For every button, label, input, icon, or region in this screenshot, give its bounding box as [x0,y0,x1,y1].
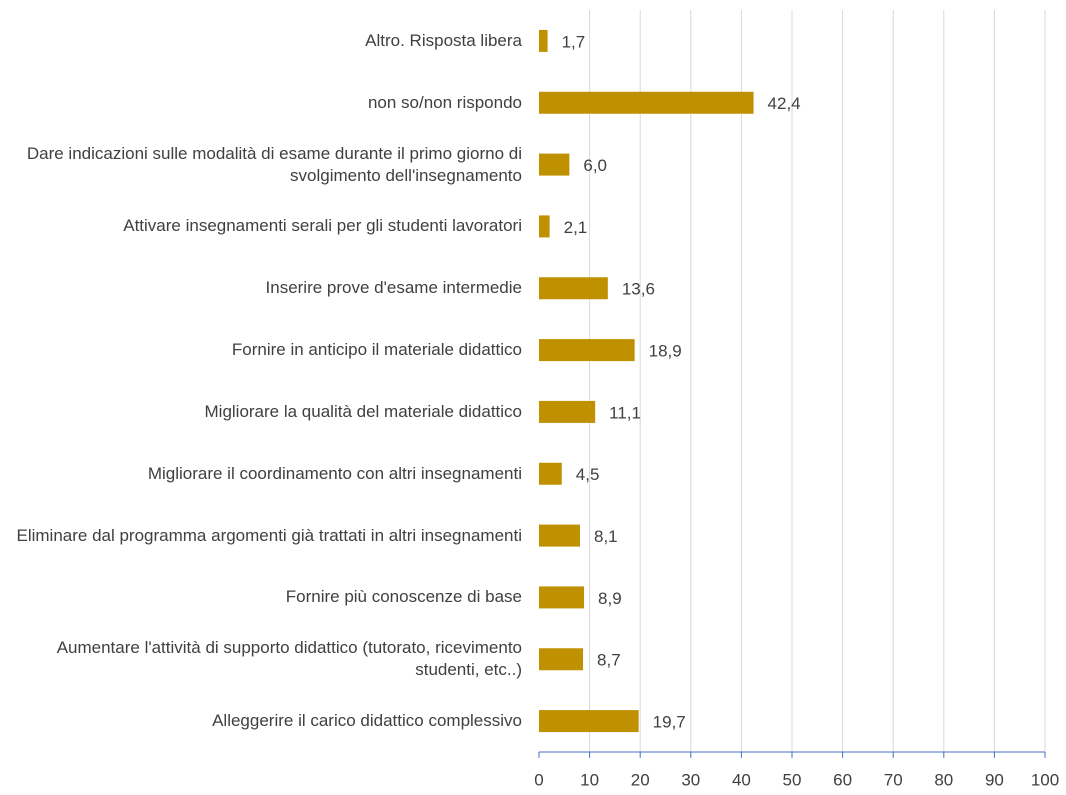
bar [539,710,639,733]
category-label: Alleggerire il carico didattico compless… [212,711,522,731]
category-label: Dare indicazioni sulle modalità di esame… [26,143,522,185]
category-label: Fornire in anticipo il materiale didatti… [231,340,522,360]
x-tick-label: 50 [783,770,802,789]
bar [539,648,584,671]
category-label: Migliorare la qualità del materiale dida… [204,401,523,421]
bar [539,91,754,114]
x-tick-label: 70 [884,770,903,789]
category-label: Attivare insegnamenti serali per gli stu… [123,216,522,236]
category-label: Inserire prove d'esame intermedie [265,278,522,298]
x-tick-label: 60 [833,770,852,789]
value-label: 8,7 [597,651,621,670]
bar [539,400,596,423]
value-label: 8,9 [598,589,622,608]
bar [539,462,562,485]
category-label: Fornire più conoscenze di base [285,587,522,607]
category-label: Altro. Risposta libera [365,30,522,50]
bar [539,586,585,609]
x-tick-label: 80 [934,770,953,789]
value-label: 2,1 [564,218,588,237]
bar [539,215,550,238]
x-tick-label: 20 [631,770,650,789]
x-tick-label: 90 [985,770,1004,789]
value-label: 6,0 [583,156,607,175]
value-label: 42,4 [768,94,801,113]
value-label: 4,5 [576,465,600,484]
bar [539,524,580,547]
value-label: 13,6 [622,280,655,299]
value-label: 19,7 [653,713,686,732]
value-label: 11,1 [609,403,641,422]
x-tick-label: 40 [732,770,751,789]
x-tick-label: 30 [681,770,700,789]
bar [539,153,570,176]
category-label: Aumentare l'attività di supporto didatti… [56,638,522,680]
bar [539,277,608,300]
x-tick-label: 100 [1031,770,1059,789]
category-label: Eliminare dal programma argomenti già tr… [16,525,522,545]
value-label: 18,9 [649,342,682,361]
value-label: 1,7 [562,32,586,51]
bar [539,339,635,362]
x-tick-label: 0 [534,770,543,789]
value-label: 8,1 [594,527,618,546]
category-label: non so/non rispondo [367,92,522,112]
x-tick-label: 10 [580,770,599,789]
category-label: Migliorare il coordinamento con altri in… [147,463,522,483]
bar [539,29,548,52]
